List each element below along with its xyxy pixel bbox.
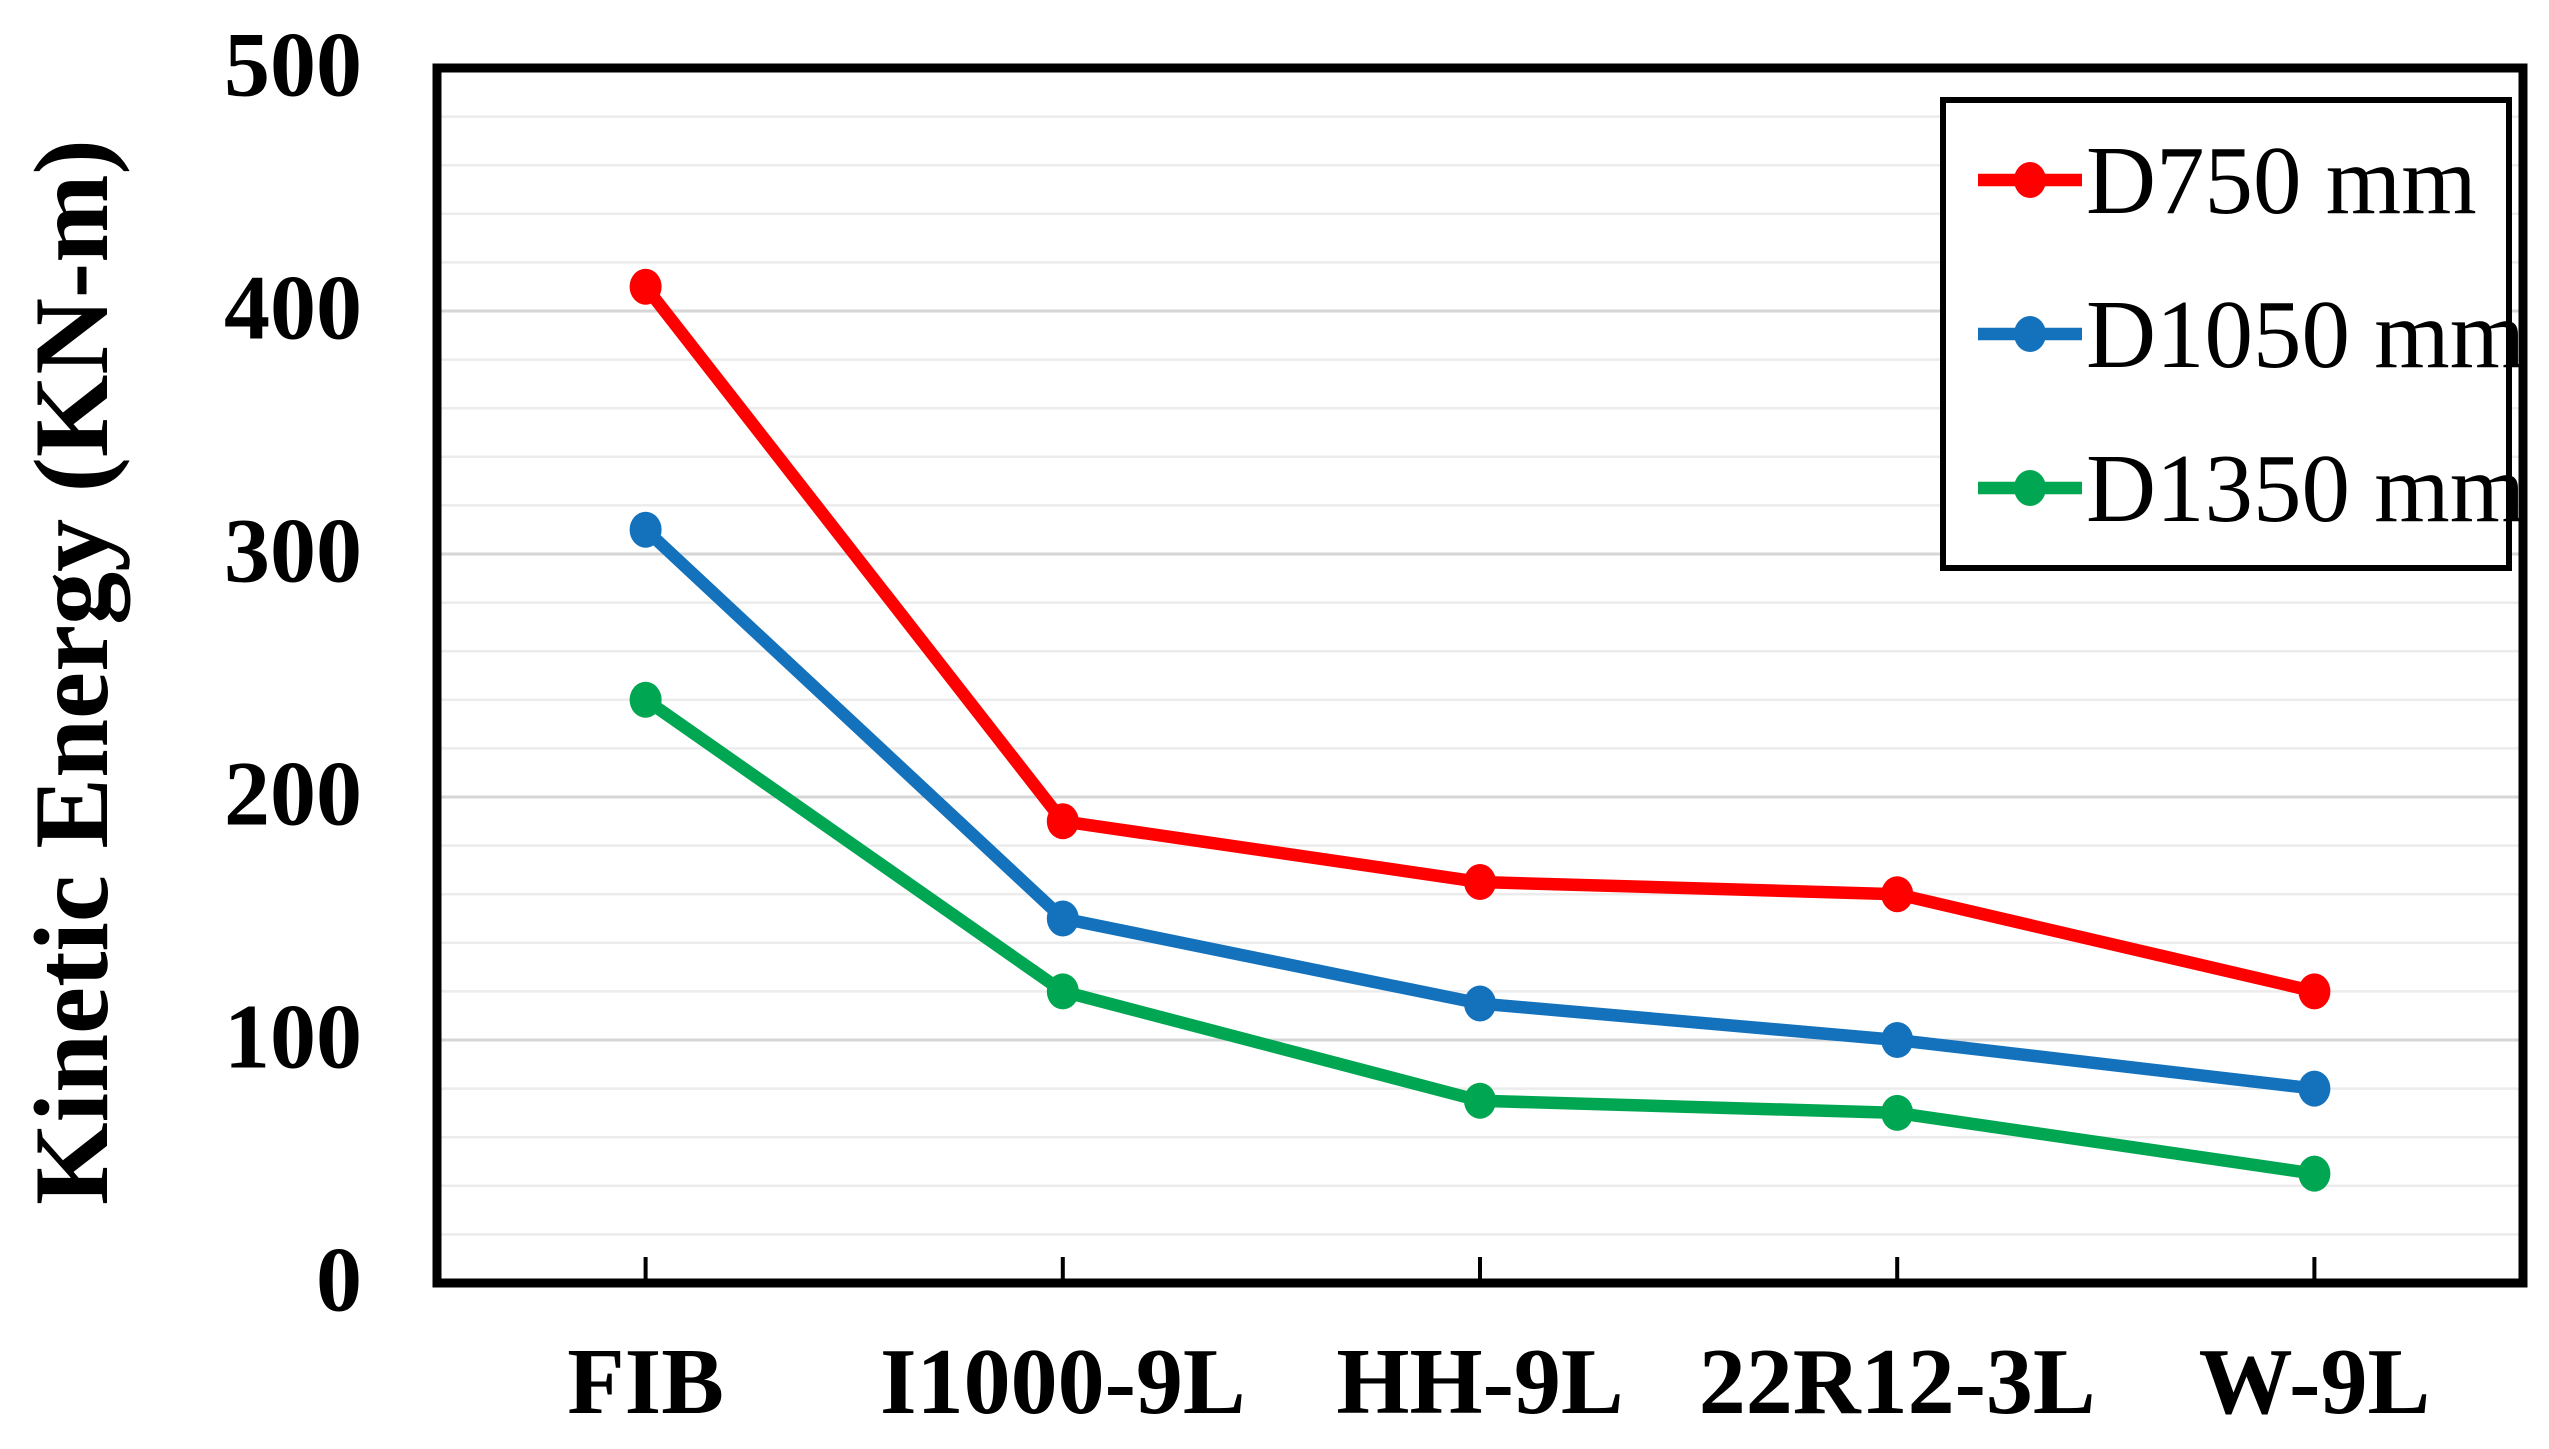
y-tick-label-0: 0 <box>316 1228 362 1331</box>
data-point-d1350-mm-i1000-9l <box>1046 973 1079 1010</box>
data-point-d750-mm-22r12-3l <box>1881 876 1914 913</box>
legend-item-d750-mm: D750 mm <box>1978 132 2506 229</box>
x-axis-label-w-9l: W-9L <box>2198 1330 2431 1434</box>
y-tick-label-200: 200 <box>224 742 362 845</box>
legend-item-d1350-mm: D1350 mm <box>1978 440 2525 537</box>
data-point-d1350-mm-22r12-3l <box>1881 1094 1914 1131</box>
data-point-d750-mm-i1000-9l <box>1046 803 1079 840</box>
legend-series-marker-icon <box>1978 470 2082 506</box>
x-axis-label-hh-9l: HH-9L <box>1336 1330 1624 1434</box>
legend-label-d1350-mm: D1350 mm <box>2086 434 2526 542</box>
x-axis-label-fib: FIB <box>567 1330 724 1434</box>
y-tick-label-100: 100 <box>224 985 362 1088</box>
legend-label-d750-mm: D750 mm <box>2086 126 2477 234</box>
data-point-d1350-mm-hh-9l <box>1464 1082 1496 1119</box>
data-point-d1050-mm-i1000-9l <box>1046 900 1079 937</box>
legend-series-marker-icon <box>1978 316 2082 352</box>
legend-series-marker-icon <box>1978 162 2082 198</box>
x-axis-label-i1000-9l: I1000-9L <box>880 1330 1246 1434</box>
y-tick-label-400: 400 <box>224 256 362 359</box>
y-tick-label-500: 500 <box>224 13 362 116</box>
data-point-d750-mm-hh-9l <box>1464 864 1496 901</box>
y-axis-title: Kinetic Energy (KN-m) <box>13 139 130 1205</box>
data-point-d1050-mm-w-9l <box>2298 1070 2331 1107</box>
data-point-d1050-mm-fib <box>629 511 662 548</box>
data-point-d750-mm-fib <box>629 268 662 305</box>
data-point-d1050-mm-22r12-3l <box>1881 1022 1914 1058</box>
legend-item-d1050-mm: D1050 mm <box>1978 286 2525 383</box>
x-axis-label-22r12-3l: 22R12-3L <box>1698 1330 2096 1434</box>
plot-border <box>432 63 2528 1288</box>
data-point-d1050-mm-hh-9l <box>1464 985 1496 1022</box>
data-point-d750-mm-w-9l <box>2298 973 2331 1010</box>
y-tick-label-300: 300 <box>224 499 362 602</box>
data-point-d1350-mm-w-9l <box>2298 1155 2331 1192</box>
data-point-d1350-mm-fib <box>629 681 662 718</box>
legend: D750 mm D1050 mm D1350 mm <box>1940 97 2525 571</box>
legend-label-d1050-mm: D1050 mm <box>2086 280 2526 388</box>
